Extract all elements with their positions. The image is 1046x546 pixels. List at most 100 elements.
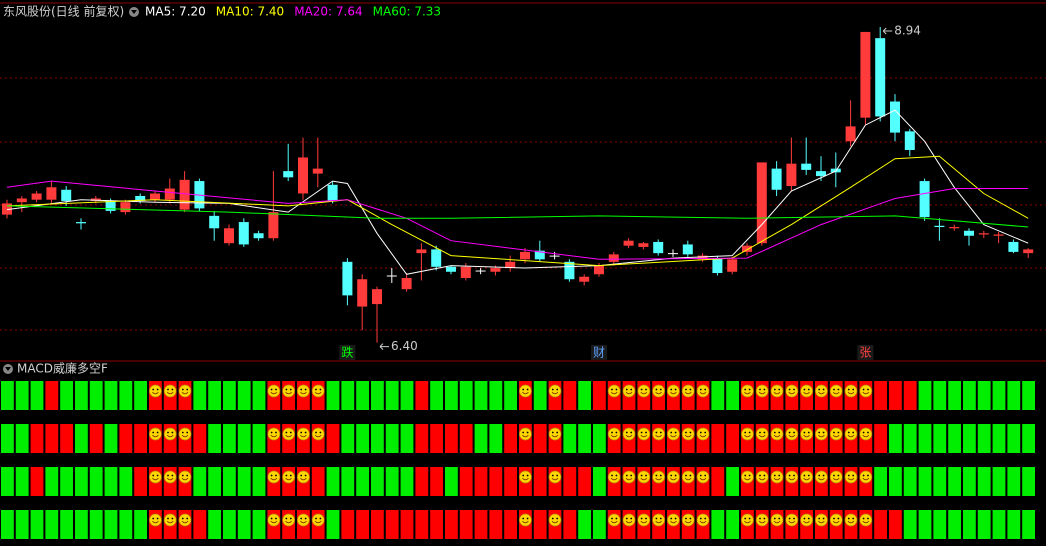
smiley-face — [519, 427, 532, 441]
signal-cell — [208, 510, 221, 539]
smiley-mouth — [285, 477, 292, 481]
smiley-eye — [186, 431, 189, 434]
smiley-face — [741, 513, 754, 527]
signal-cell — [889, 424, 902, 453]
smiley-face — [741, 427, 754, 441]
signal-cell — [356, 381, 369, 410]
smiley-face — [844, 427, 858, 441]
smiley-face — [800, 384, 813, 398]
signal-cell — [400, 467, 414, 496]
signal-cell — [1, 510, 14, 539]
smiley-face — [297, 513, 310, 527]
smiley-eye — [319, 388, 322, 391]
smiley-eye — [685, 431, 687, 434]
smiley-face — [282, 513, 295, 527]
candle-body — [327, 184, 338, 201]
smiley-icon — [741, 470, 754, 484]
smiley-eye — [822, 474, 825, 477]
candle-body — [120, 202, 131, 213]
smiley-eye — [670, 388, 673, 391]
smiley-eye — [181, 431, 184, 434]
smiley-face — [149, 513, 162, 527]
signal-cell — [430, 381, 443, 410]
signal-cell — [341, 510, 355, 539]
smiley-mouth — [862, 477, 870, 481]
smiley-face — [770, 513, 784, 527]
smiley-icon — [755, 427, 769, 441]
smiley-icon — [297, 470, 310, 484]
smiley-eye — [630, 431, 633, 434]
signal-cell — [208, 381, 221, 410]
signal-cell — [948, 424, 961, 453]
smiley-mouth — [847, 520, 855, 524]
smiley-eye — [285, 474, 288, 477]
smiley-icon — [755, 513, 769, 527]
smiley-face — [741, 470, 754, 484]
smiley-mouth — [773, 520, 781, 524]
smiley-eye — [304, 474, 307, 477]
smiley-mouth — [655, 434, 662, 438]
smiley-face — [178, 513, 192, 527]
smiley-eye — [270, 517, 273, 520]
signal-cell — [15, 381, 29, 410]
smiley-face — [696, 427, 710, 441]
smiley-mouth — [655, 520, 662, 524]
candle-body — [534, 250, 545, 260]
signal-cell — [563, 467, 577, 496]
smiley-face — [149, 427, 162, 441]
smiley-eye — [152, 474, 155, 477]
smiley-mouth — [625, 477, 633, 481]
smiley-eye — [611, 517, 613, 520]
candle-body — [594, 265, 604, 275]
smiley-eye — [862, 431, 865, 434]
signal-cell — [948, 467, 961, 496]
smiley-eye — [704, 431, 707, 434]
smiley-face — [622, 513, 636, 527]
smiley-eye — [167, 517, 169, 520]
signal-cell — [889, 510, 902, 539]
signal-cell — [430, 467, 443, 496]
signal-cell — [977, 510, 991, 539]
smiley-eye — [625, 431, 628, 434]
smiley-mouth — [300, 477, 307, 481]
smiley-face — [800, 427, 813, 441]
smiley-eye — [630, 388, 633, 391]
smiley-icon — [667, 513, 680, 527]
candle-body — [179, 179, 190, 210]
candle-body — [46, 187, 57, 200]
candle-body — [904, 131, 915, 150]
signal-cell — [726, 381, 739, 410]
smiley-eye — [522, 517, 525, 520]
smiley-mouth — [847, 477, 855, 481]
candle-body — [475, 270, 486, 272]
signal-cell — [89, 381, 103, 410]
smiley-eye — [171, 474, 174, 477]
smiley-face — [519, 470, 532, 484]
smiley-icon — [667, 427, 680, 441]
signal-cell — [134, 381, 147, 410]
annotation-arrow — [379, 343, 389, 350]
candle-body — [712, 258, 723, 274]
smiley-eye — [833, 431, 835, 434]
smiley-mouth — [744, 391, 751, 395]
smiley-eye — [551, 388, 554, 391]
smiley-mouth — [640, 434, 648, 438]
collapse-icon[interactable] — [3, 364, 13, 374]
smiley-face — [267, 470, 281, 484]
collapse-icon[interactable] — [129, 7, 139, 17]
smiley-eye — [773, 517, 776, 520]
smiley-mouth — [670, 520, 677, 524]
smiley-face — [829, 513, 843, 527]
signal-cell — [948, 381, 961, 410]
grid — [0, 77, 1046, 331]
signal-cell — [533, 467, 547, 496]
ma-line — [6, 205, 1029, 228]
smiley-icon — [282, 513, 295, 527]
smiley-eye — [304, 388, 307, 391]
smiley-eye — [867, 474, 869, 477]
signal-cell — [252, 424, 266, 453]
smiley-icon — [519, 513, 532, 527]
signal-cell — [45, 510, 59, 539]
signal-cell — [326, 424, 340, 453]
